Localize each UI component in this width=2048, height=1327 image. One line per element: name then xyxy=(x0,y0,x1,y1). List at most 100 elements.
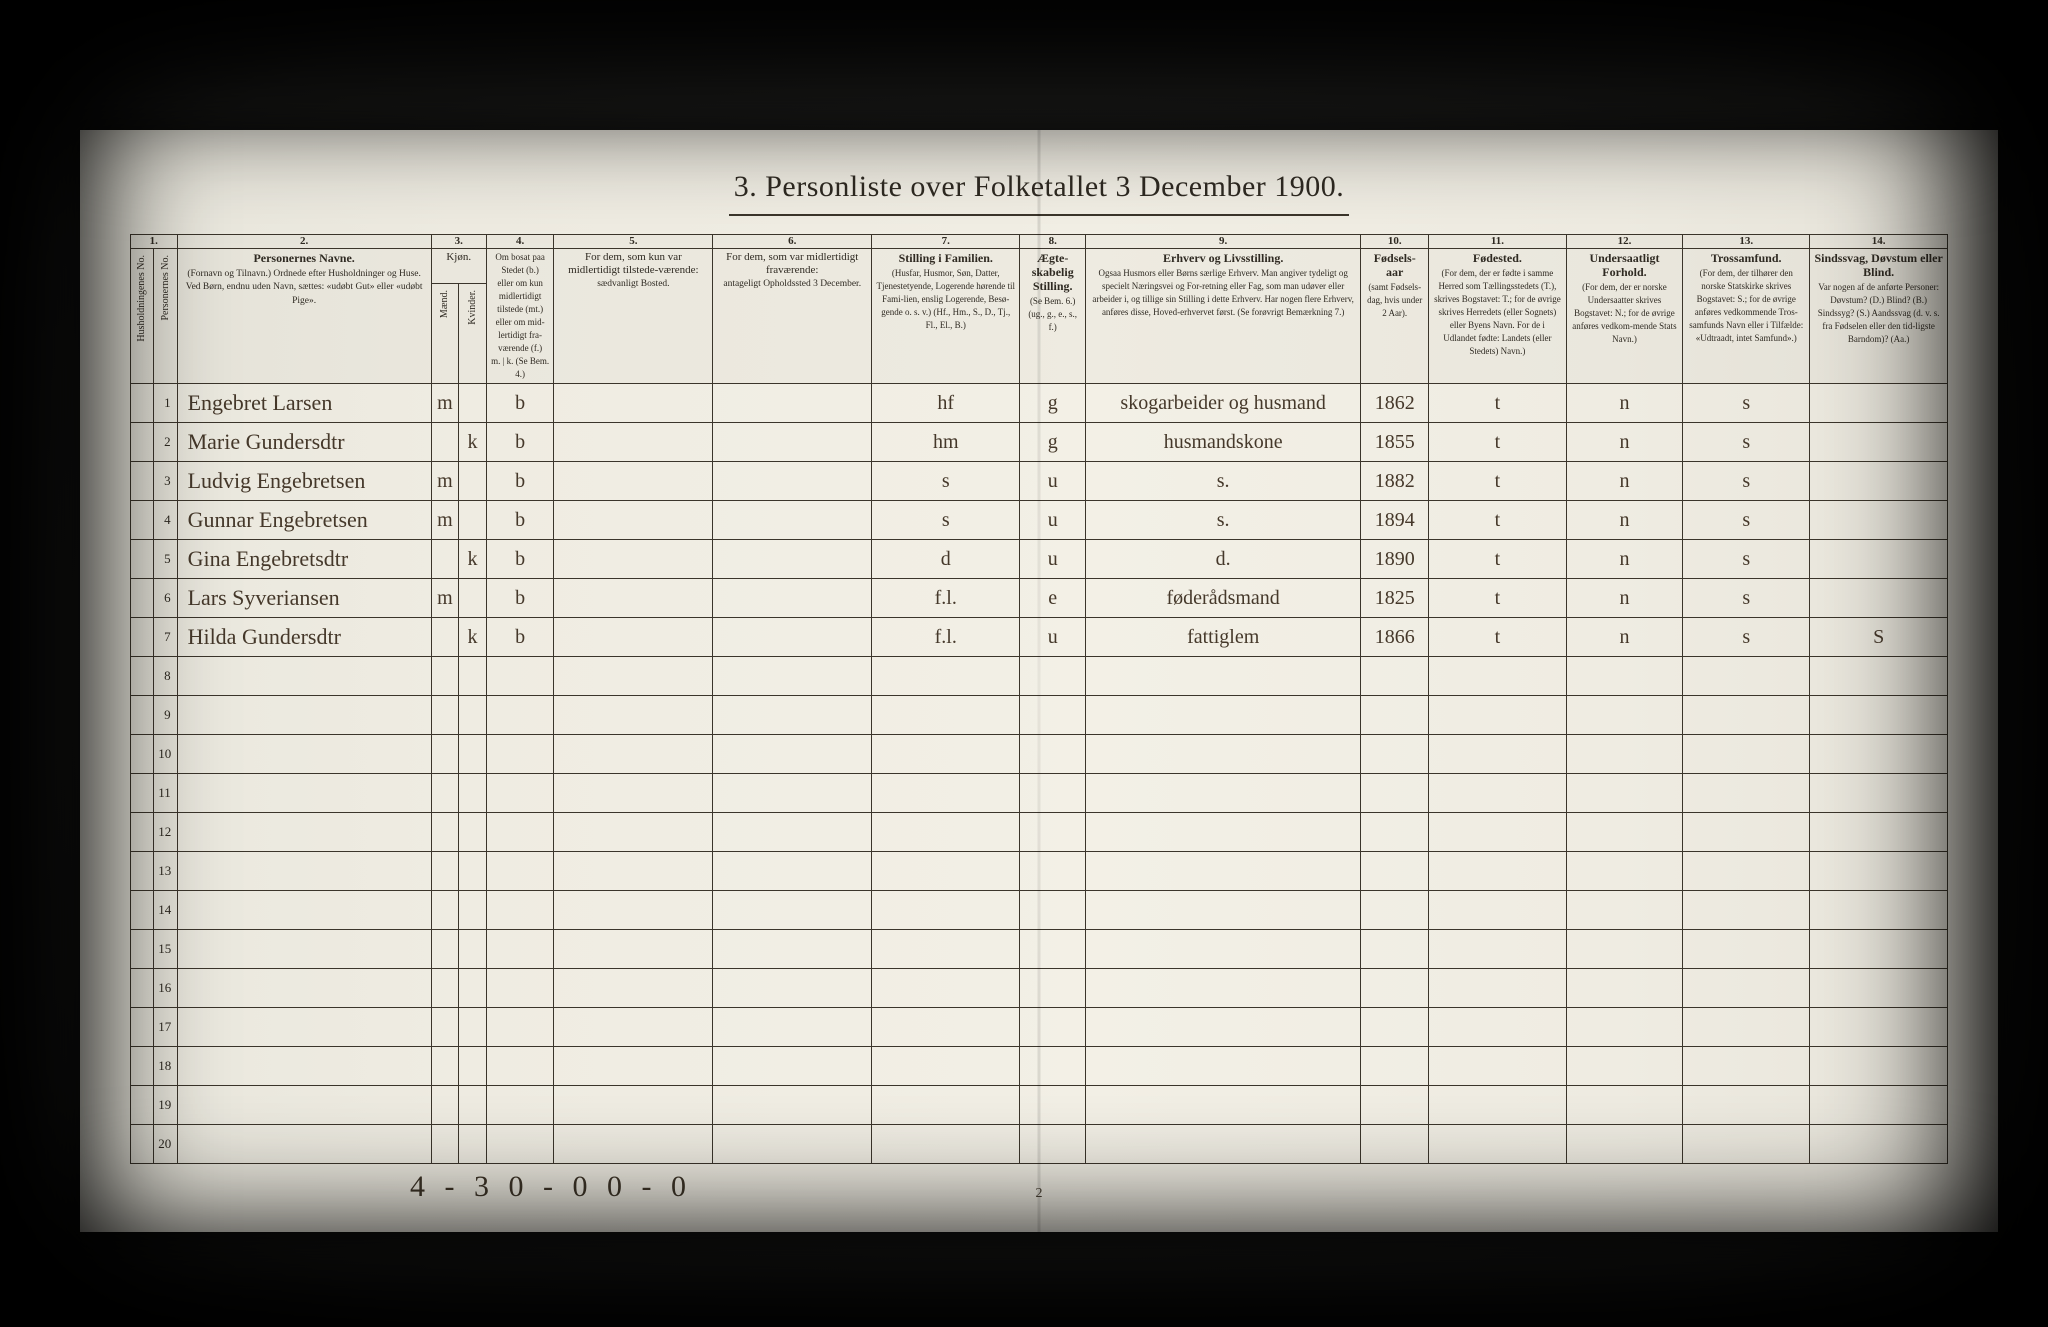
cell: n xyxy=(1566,617,1682,656)
cell: s xyxy=(1683,383,1810,422)
cell xyxy=(177,656,431,695)
cell xyxy=(459,461,487,500)
cell xyxy=(1566,812,1682,851)
footer-handwriting: 4 - 3 0 - 0 0 - 0 xyxy=(410,1170,692,1204)
cell: 9 xyxy=(154,695,177,734)
hdr-pers-no: Personernes No. xyxy=(154,248,177,383)
cell xyxy=(1020,1124,1086,1163)
colnum-11: 11. xyxy=(1429,235,1567,249)
cell xyxy=(1361,1085,1429,1124)
cell xyxy=(1429,929,1567,968)
cell xyxy=(713,890,872,929)
cell xyxy=(431,1124,459,1163)
cell xyxy=(459,1007,487,1046)
cell: t xyxy=(1429,461,1567,500)
cell xyxy=(177,929,431,968)
cell xyxy=(1566,695,1682,734)
cell xyxy=(431,1085,459,1124)
cell xyxy=(1429,851,1567,890)
cell xyxy=(554,695,713,734)
hdr-undersaat: Undersaatligt Forhold. (For dem, der er … xyxy=(1566,248,1682,383)
cell xyxy=(131,539,154,578)
cell: 6 xyxy=(154,578,177,617)
hdr-midl-tilstede: For dem, som kun var midlertidigt tilste… xyxy=(554,248,713,383)
cell: b xyxy=(486,500,554,539)
cell xyxy=(459,851,487,890)
cell xyxy=(1086,929,1361,968)
cell xyxy=(177,1085,431,1124)
cell xyxy=(1361,812,1429,851)
cell xyxy=(131,422,154,461)
cell xyxy=(177,1046,431,1085)
cell xyxy=(431,929,459,968)
cell xyxy=(554,890,713,929)
cell: u xyxy=(1020,461,1086,500)
cell xyxy=(1566,851,1682,890)
cell xyxy=(872,656,1020,695)
cell xyxy=(1566,773,1682,812)
cell xyxy=(713,1007,872,1046)
cell: 1 xyxy=(154,383,177,422)
cell xyxy=(486,656,554,695)
colnum-7: 7. xyxy=(872,235,1020,249)
cell xyxy=(872,773,1020,812)
cell xyxy=(459,734,487,773)
cell xyxy=(486,1007,554,1046)
cell: t xyxy=(1429,539,1567,578)
cell xyxy=(713,1046,872,1085)
cell xyxy=(177,812,431,851)
cell xyxy=(554,929,713,968)
cell: Engebret Larsen xyxy=(177,383,431,422)
cell xyxy=(486,851,554,890)
cell: n xyxy=(1566,500,1682,539)
cell: hf xyxy=(872,383,1020,422)
cell xyxy=(1429,1085,1567,1124)
cell xyxy=(1810,539,1948,578)
colnum-9: 9. xyxy=(1086,235,1361,249)
cell xyxy=(1566,1007,1682,1046)
cell xyxy=(431,539,459,578)
cell: skogarbeider og husmand xyxy=(1086,383,1361,422)
cell: 1855 xyxy=(1361,422,1429,461)
cell xyxy=(1086,656,1361,695)
cell xyxy=(1683,1085,1810,1124)
cell xyxy=(1810,695,1948,734)
cell xyxy=(1566,1124,1682,1163)
cell xyxy=(554,734,713,773)
cell xyxy=(1810,461,1948,500)
cell xyxy=(431,968,459,1007)
cell xyxy=(1086,968,1361,1007)
cell: 11 xyxy=(154,773,177,812)
cell xyxy=(177,773,431,812)
cell xyxy=(1020,968,1086,1007)
cell: u xyxy=(1020,539,1086,578)
cell: e xyxy=(1020,578,1086,617)
cell xyxy=(459,695,487,734)
colnum-4: 4. xyxy=(486,235,554,249)
cell xyxy=(1361,890,1429,929)
cell xyxy=(713,383,872,422)
cell xyxy=(554,656,713,695)
cell xyxy=(1086,695,1361,734)
colnum-1: 1. xyxy=(131,235,178,249)
cell xyxy=(1020,695,1086,734)
colnum-10: 10. xyxy=(1361,235,1429,249)
cell xyxy=(554,500,713,539)
cell xyxy=(1810,851,1948,890)
cell: føderådsmand xyxy=(1086,578,1361,617)
cell xyxy=(459,383,487,422)
cell: b xyxy=(486,461,554,500)
cell xyxy=(459,578,487,617)
cell xyxy=(131,773,154,812)
cell: S xyxy=(1810,617,1948,656)
cell: k xyxy=(459,539,487,578)
cell: 1866 xyxy=(1361,617,1429,656)
cell xyxy=(1020,773,1086,812)
cell xyxy=(1086,812,1361,851)
cell xyxy=(1361,1007,1429,1046)
cell xyxy=(713,422,872,461)
cell xyxy=(1566,968,1682,1007)
cell xyxy=(431,617,459,656)
cell xyxy=(1810,1046,1948,1085)
cell xyxy=(431,656,459,695)
